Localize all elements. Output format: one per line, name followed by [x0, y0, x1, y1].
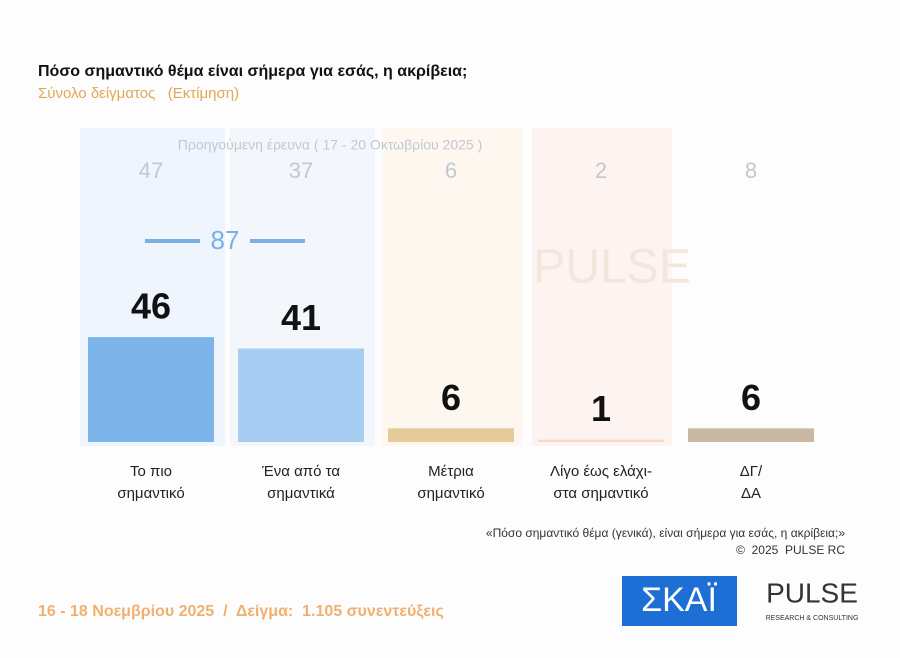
value-label: 41	[281, 297, 321, 338]
bar	[688, 428, 814, 442]
pulse-logo-sub: RESEARCH & CONSULTING	[766, 615, 859, 622]
panel	[383, 128, 523, 446]
chart-title: Πόσο σημαντικό θέμα είναι σήμερα για εσά…	[38, 63, 467, 80]
x-tick-label: Ένα από τα	[261, 463, 340, 480]
watermark: PULSE	[533, 241, 690, 294]
subtitle: Σύνολο δείγματος (Εκτίμηση)	[38, 85, 239, 102]
x-tick-label: ΔΑ	[741, 485, 761, 502]
bar	[88, 337, 214, 442]
value-label: 1	[591, 388, 611, 429]
panel	[532, 128, 672, 446]
x-tick-label: Μέτρια	[428, 463, 474, 480]
x-tick-label: στα σημαντικό	[553, 485, 648, 502]
combined-label: 87	[211, 225, 240, 255]
x-tick-label: Λίγο έως ελάχι-	[550, 463, 652, 480]
previous-value: 37	[289, 158, 313, 183]
bar	[238, 348, 364, 442]
bar	[388, 428, 514, 442]
pulse-logo: PULSE	[766, 577, 858, 608]
x-tick-label: σημαντικό	[117, 485, 184, 502]
x-tick-label: σημαντικό	[417, 485, 484, 502]
channel-logo	[622, 576, 737, 626]
bar	[538, 439, 664, 442]
previous-legend: Προηγούμενη έρευνα ( 17 - 20 Οκτωβρίου 2…	[178, 137, 483, 153]
previous-value: 8	[745, 158, 757, 183]
value-label: 46	[131, 286, 171, 327]
copyright: © 2025 PULSE RC	[736, 543, 845, 557]
previous-value: 47	[139, 158, 163, 183]
x-tick-label: σημαντικά	[267, 485, 335, 502]
value-label: 6	[441, 377, 461, 418]
channel-logo-text: ΣΚΑΪ	[641, 581, 717, 619]
x-tick-label: Το πιο	[130, 463, 172, 480]
footer: 16 - 18 Νοεμβρίου 2025 / Δείγμα: 1.105 σ…	[38, 603, 444, 620]
x-tick-label: ΔΓ/	[740, 463, 763, 480]
value-label: 6	[741, 377, 761, 418]
previous-value: 6	[445, 158, 457, 183]
previous-value: 2	[595, 158, 607, 183]
note: «Πόσο σημαντικό θέμα (γενικά), είναι σήμ…	[486, 526, 845, 540]
